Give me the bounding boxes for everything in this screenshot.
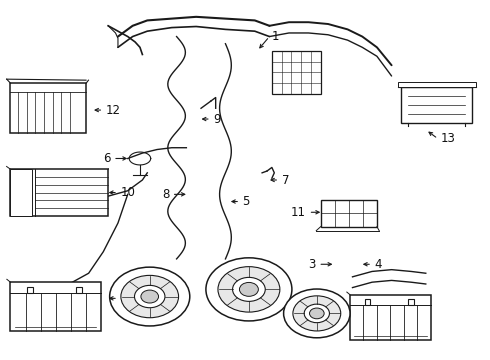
Circle shape [141, 290, 159, 303]
Text: 13: 13 [441, 132, 455, 145]
Text: 4: 4 [374, 258, 382, 271]
Bar [10, 169, 32, 216]
Circle shape [134, 285, 165, 308]
Text: 10: 10 [121, 186, 135, 199]
Circle shape [310, 308, 324, 319]
Text: 2: 2 [121, 292, 128, 305]
Circle shape [240, 283, 258, 296]
Circle shape [218, 267, 280, 312]
Bar [10, 169, 108, 216]
Text: 8: 8 [162, 188, 169, 201]
Circle shape [110, 267, 190, 326]
Bar [398, 82, 476, 87]
Bar [321, 200, 377, 226]
Circle shape [284, 289, 350, 338]
Text: 5: 5 [243, 195, 250, 208]
Bar [75, 287, 82, 293]
Bar [365, 299, 370, 305]
Circle shape [233, 278, 265, 301]
Circle shape [304, 304, 329, 323]
Bar [10, 83, 86, 134]
Text: 7: 7 [282, 174, 289, 186]
Text: 1: 1 [272, 30, 279, 43]
Circle shape [293, 296, 341, 331]
Text: 11: 11 [291, 206, 306, 219]
Bar [10, 282, 101, 330]
Bar [27, 287, 33, 293]
Text: 9: 9 [213, 113, 220, 126]
Bar [272, 51, 321, 94]
Text: 6: 6 [103, 152, 111, 165]
Circle shape [206, 258, 292, 321]
Bar [401, 87, 472, 123]
Bar [350, 295, 431, 339]
Bar [408, 299, 414, 305]
Circle shape [121, 275, 178, 318]
Text: 12: 12 [106, 104, 121, 117]
Text: 3: 3 [309, 258, 316, 271]
